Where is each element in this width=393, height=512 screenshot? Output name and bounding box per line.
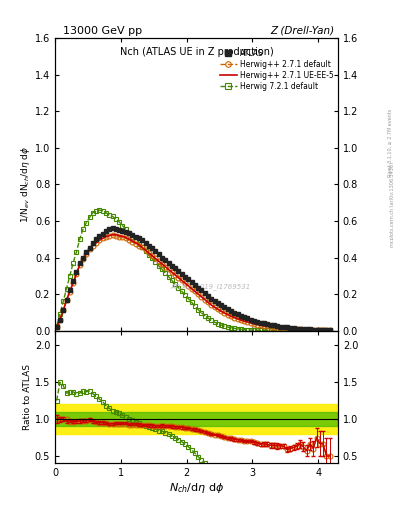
Text: Nch (ATLAS UE in Z production): Nch (ATLAS UE in Z production) bbox=[119, 47, 274, 57]
Text: mcplots.cern.ch [arXiv:1306.3436]: mcplots.cern.ch [arXiv:1306.3436] bbox=[390, 162, 393, 247]
Text: Z (Drell-Yan): Z (Drell-Yan) bbox=[270, 26, 334, 36]
Bar bbox=[55, 404, 338, 434]
X-axis label: $N_{ch}$/d$\eta$ d$\phi$: $N_{ch}$/d$\eta$ d$\phi$ bbox=[169, 481, 224, 495]
Text: Rivet 3.1.10, ≥ 2.7M events: Rivet 3.1.10, ≥ 2.7M events bbox=[387, 109, 392, 178]
Text: 13000 GeV pp: 13000 GeV pp bbox=[63, 26, 142, 36]
Y-axis label: Ratio to ATLAS: Ratio to ATLAS bbox=[23, 364, 32, 430]
Bar bbox=[55, 412, 338, 426]
Y-axis label: 1/N$_{ev}$ dN$_{ch}$/d$\eta$ d$\phi$: 1/N$_{ev}$ dN$_{ch}$/d$\eta$ d$\phi$ bbox=[19, 146, 32, 223]
Text: ATLAS_2019_I1769531: ATLAS_2019_I1769531 bbox=[171, 283, 251, 290]
Legend: ATLAS, Herwig++ 2.7.1 default, Herwig++ 2.7.1 UE-EE-5, Herwig 7.2.1 default: ATLAS, Herwig++ 2.7.1 default, Herwig++ … bbox=[219, 48, 334, 91]
